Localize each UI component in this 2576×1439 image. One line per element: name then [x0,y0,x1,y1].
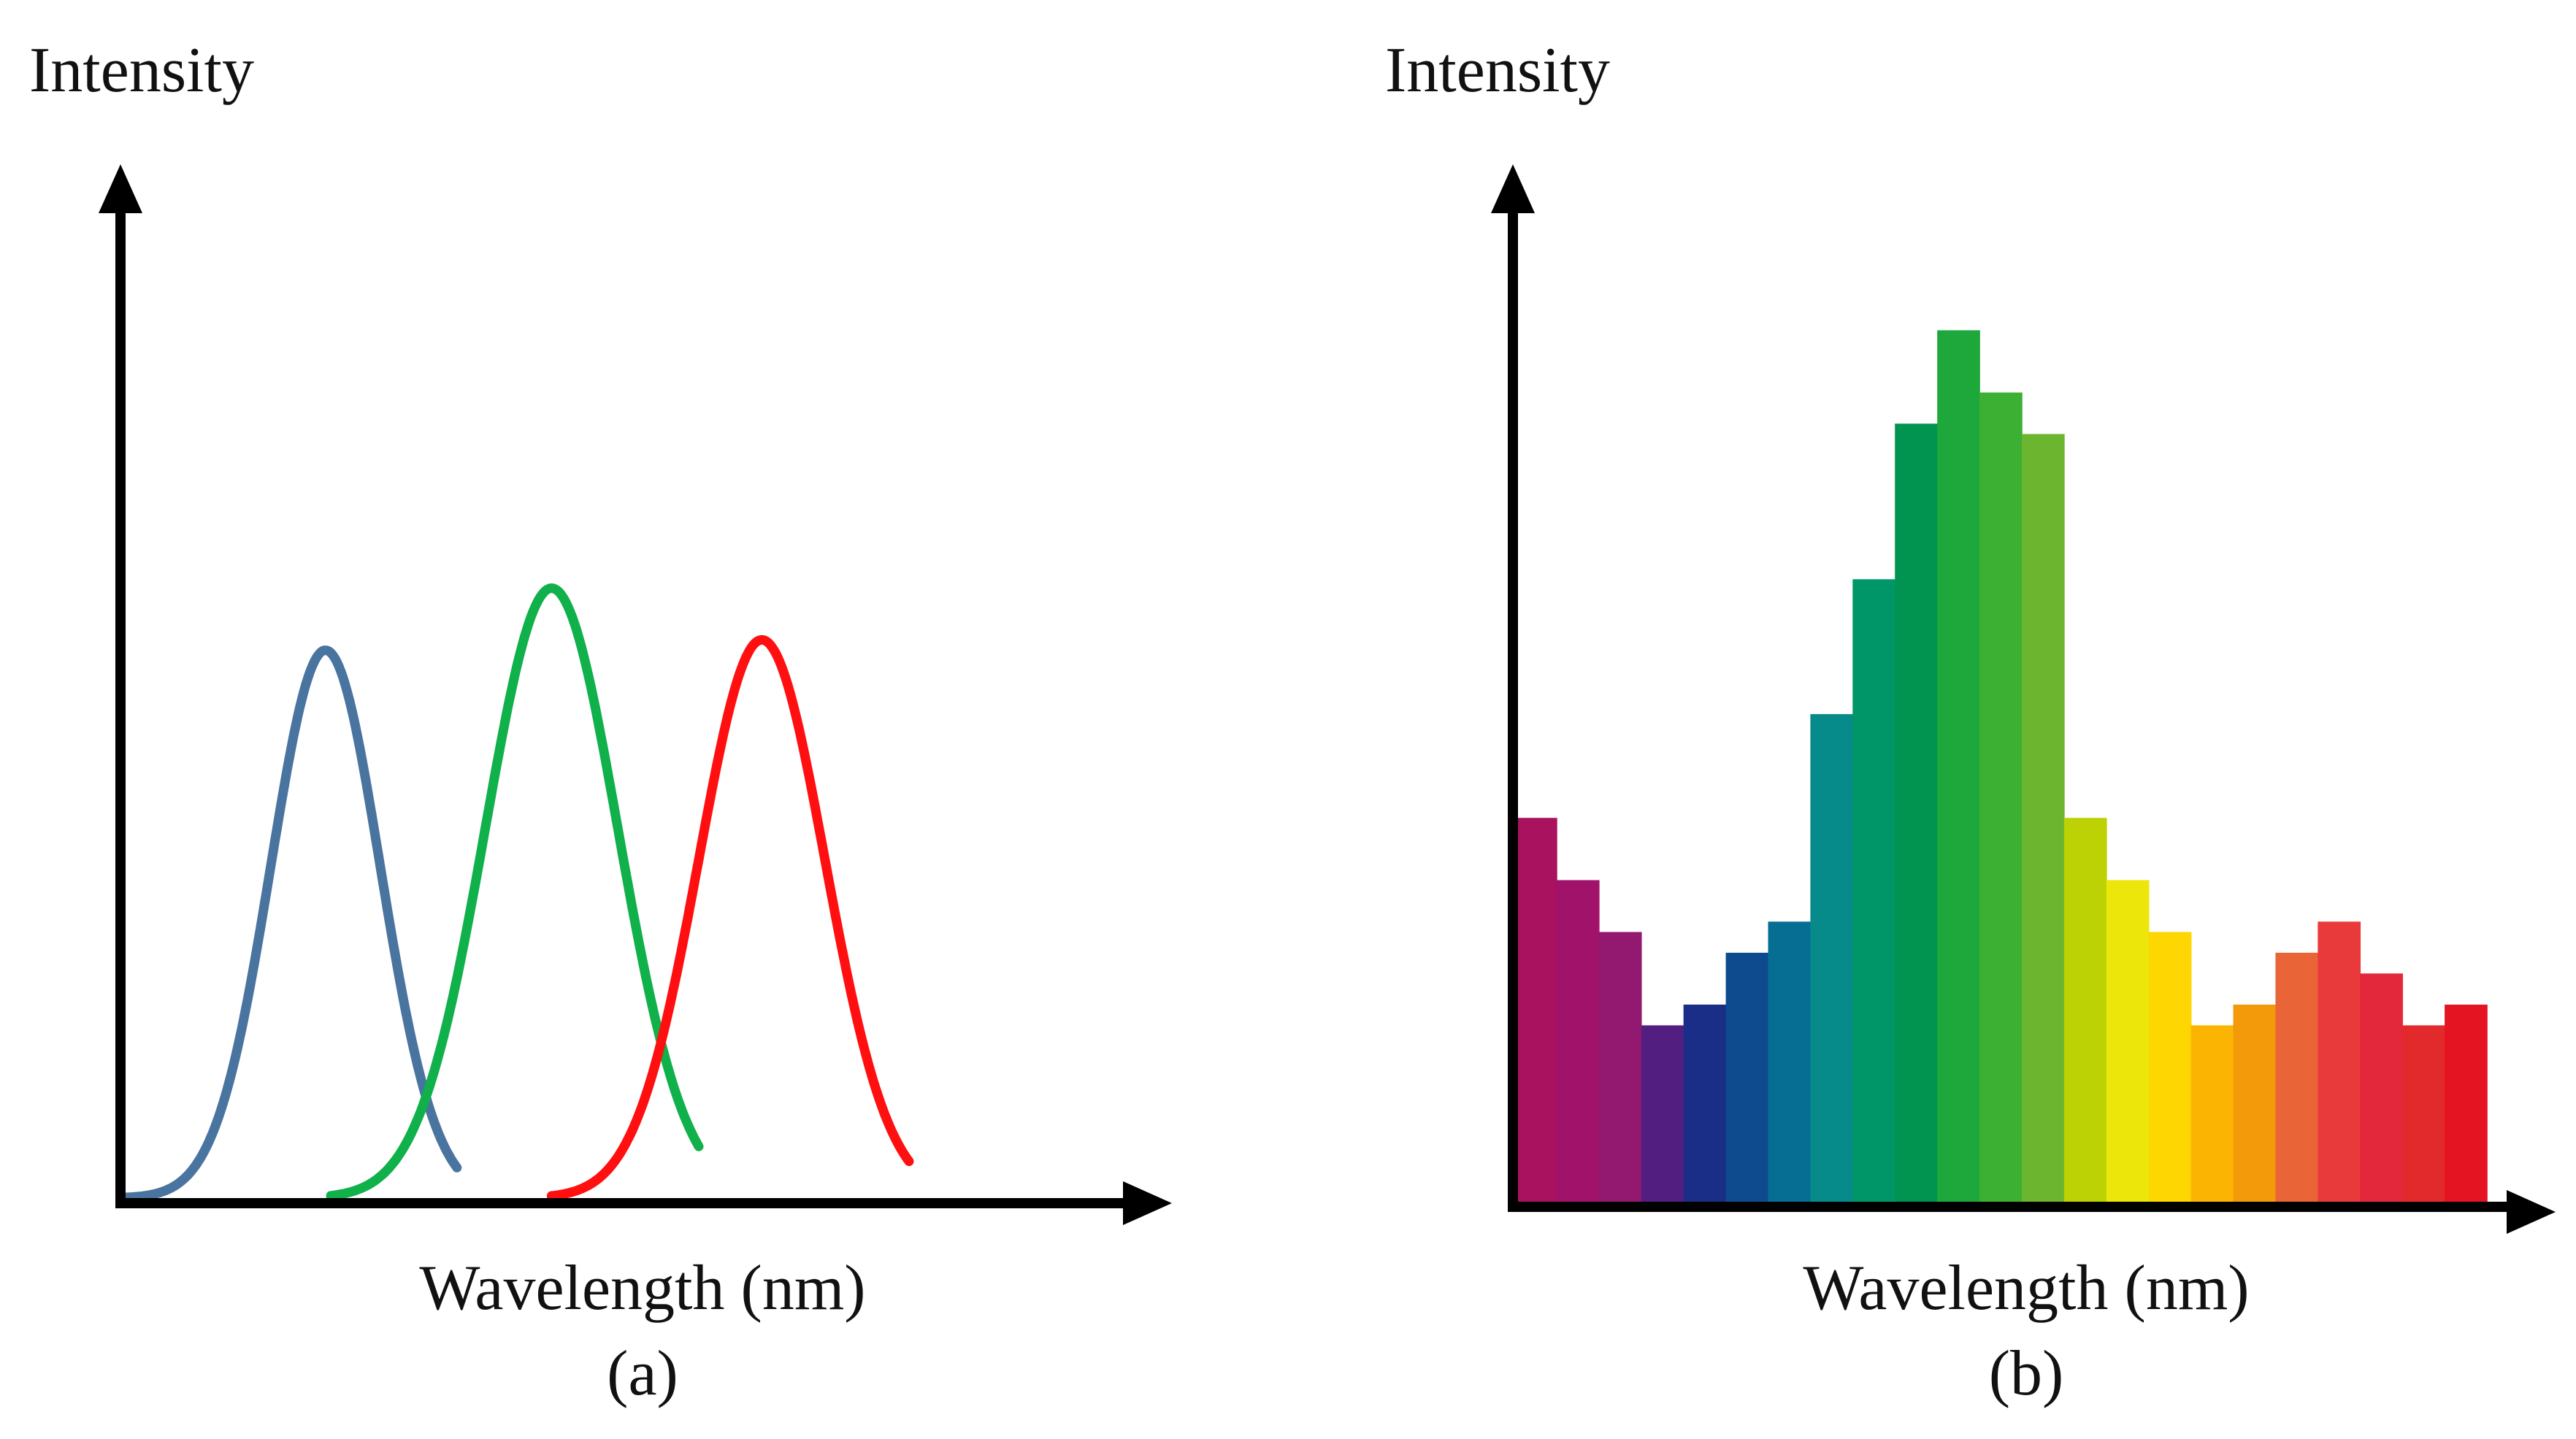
x-axis-label-b: Wavelength (nm) [1803,1253,2249,1324]
bar-19 [2275,952,2319,1202]
bar-22 [2402,1025,2445,1202]
bar-8 [1810,714,1854,1202]
bar-4 [1641,1025,1684,1202]
bar-14 [2063,818,2107,1202]
panel-a: Intensity Wavelength (nm) (a) [29,35,1172,1409]
bar-3 [1598,932,1642,1202]
bar-1 [1514,818,1557,1202]
y-axis-label-a: Intensity [29,35,254,106]
bar-5 [1683,1005,1727,1202]
bar-7 [1768,921,1812,1202]
bar-9 [1852,579,1896,1202]
plot-area-b [1514,330,2488,1202]
bar-21 [2360,973,2403,1202]
bar-10 [1895,423,1938,1202]
x-axis-arrow-b [2507,1190,2556,1234]
bar-17 [2190,1025,2234,1202]
bar-18 [2233,1005,2277,1202]
x-axis-label-a: Wavelength (nm) [419,1253,865,1324]
bar-20 [2318,921,2361,1202]
panel-b: Intensity Wavelength (nm) (b) [1385,35,2556,1409]
bar-16 [2148,932,2192,1202]
panel-label-a: (a) [607,1338,678,1409]
bar-6 [1725,952,1769,1202]
bar-12 [1979,392,2023,1202]
panel-label-b: (b) [1989,1338,2064,1409]
y-axis-arrow-b [1491,164,1535,213]
y-axis-label-b: Intensity [1385,35,1610,106]
bar-15 [2106,880,2150,1202]
y-axis-arrow-a [99,164,142,213]
plot-area-a [120,583,914,1202]
bar-11 [1937,330,1980,1202]
x-axis-arrow-a [1123,1181,1172,1225]
bar-23 [2445,1005,2488,1202]
bar-2 [1556,880,1600,1202]
series-line-red [546,634,914,1201]
series-line-blue [120,645,462,1202]
series-line-green [326,583,704,1201]
bar-13 [2021,434,2065,1202]
